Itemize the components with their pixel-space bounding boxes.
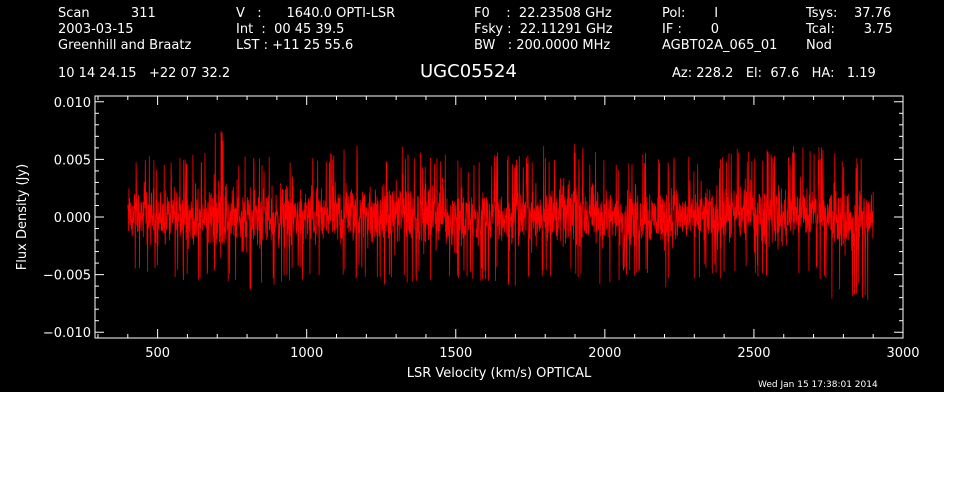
sky-frequency: Fsky : 22.11291 GHz	[474, 22, 613, 37]
y-tick-label: 0.010	[54, 96, 91, 111]
x-tick-label: 1000	[290, 346, 323, 361]
system-temperature: Tsys: 37.76	[806, 6, 892, 21]
spectrum-trace	[127, 130, 874, 300]
x-axis-label: LSR Velocity (km/s) OPTICAL	[407, 366, 592, 381]
x-tick-label: 2000	[588, 346, 621, 361]
y-tick-label: 0.005	[54, 153, 91, 168]
y-tick-label: 0.000	[54, 211, 91, 226]
bandwidth: BW : 200.0000 MHz	[474, 38, 611, 53]
rest-frequency: F0 : 22.23508 GHz	[474, 6, 612, 21]
az-el-ha: Az: 228.2 El: 67.6 HA: 1.19	[672, 66, 876, 81]
polarization: Pol: I	[662, 6, 719, 21]
x-tick-label: 2500	[737, 346, 770, 361]
integration-time: Int : 00 45 39.5	[236, 22, 345, 37]
if-number: IF : 0	[662, 22, 720, 37]
lst-info: LST : +11 25 55.6	[236, 38, 354, 53]
cal-temperature: Tcal: 3.75	[806, 22, 893, 37]
observers: Greenhill and Braatz	[58, 38, 192, 53]
y-tick-label: −0.010	[43, 326, 91, 341]
velocity-info: V : 1640.0 OPTI-LSR	[236, 6, 396, 21]
y-tick-label: −0.005	[43, 269, 91, 284]
y-axis-label: Flux Density (Jy)	[15, 164, 30, 270]
scan-number: Scan 311	[58, 6, 156, 21]
x-tick-label: 500	[145, 346, 170, 361]
plot-panel	[0, 0, 944, 392]
source-name: UGC05524	[420, 61, 517, 82]
project-id: AGBT02A_065_01	[662, 38, 778, 53]
source-coordinates: 10 14 24.15 +22 07 32.2	[58, 66, 231, 81]
x-tick-label: 3000	[886, 346, 919, 361]
x-tick-label: 1500	[439, 346, 472, 361]
observing-mode: Nod	[806, 38, 832, 53]
observation-date: 2003-03-15	[58, 22, 134, 37]
timestamp: Wed Jan 15 17:38:01 2014	[758, 380, 878, 390]
